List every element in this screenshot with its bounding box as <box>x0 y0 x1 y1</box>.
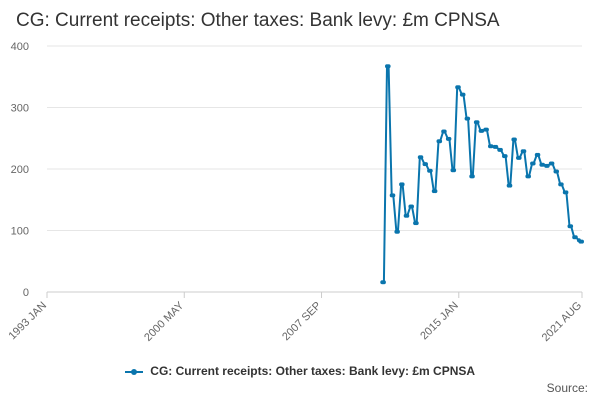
data-point <box>447 136 452 141</box>
series-line <box>382 65 582 284</box>
data-point <box>559 182 564 187</box>
data-point <box>414 221 419 226</box>
data-point <box>494 144 499 149</box>
series-group <box>380 64 584 285</box>
data-point <box>386 64 391 69</box>
legend-swatch <box>124 367 143 377</box>
data-point <box>555 169 559 174</box>
x-tick-label: 2021 AUG <box>540 300 584 344</box>
x-axis: 1993 JAN 2000 MAY 2007 SEP 2015 JAN 2021 AUG <box>6 291 584 344</box>
data-point <box>569 224 574 229</box>
data-point <box>517 155 522 160</box>
source-label: Source: <box>546 381 588 395</box>
data-point <box>452 168 457 173</box>
gridlines <box>47 45 582 293</box>
data-point <box>498 147 503 152</box>
x-tick-label: 2015 JAN <box>418 300 461 343</box>
data-point <box>512 137 517 142</box>
data-point <box>433 189 438 194</box>
data-point <box>470 174 475 179</box>
x-tick-label: 2007 SEP <box>280 300 324 344</box>
data-point <box>428 168 433 173</box>
y-tick-label: 300 <box>11 103 29 115</box>
data-point <box>466 116 471 121</box>
data-point <box>424 162 428 167</box>
data-point <box>550 161 555 166</box>
data-point <box>564 190 569 195</box>
data-point <box>395 229 400 234</box>
data-point <box>541 162 545 167</box>
data-point <box>400 182 405 187</box>
data-point <box>442 129 447 134</box>
y-tick-label: 0 <box>23 287 29 299</box>
data-point <box>381 280 386 285</box>
data-point <box>508 183 513 188</box>
data-point <box>456 85 461 90</box>
y-tick-label: 400 <box>11 41 29 53</box>
data-point <box>419 155 424 160</box>
x-tick-label: 2000 MAY <box>142 299 187 344</box>
data-point <box>461 92 466 97</box>
data-point <box>480 128 485 133</box>
data-point <box>580 239 584 244</box>
y-tick-label: 100 <box>11 226 29 238</box>
data-point <box>391 193 396 198</box>
legend[interactable]: CG: Current receipts: Other taxes: Bank … <box>0 364 600 378</box>
data-point <box>405 213 410 218</box>
x-tick-label: 1993 JAN <box>6 300 49 343</box>
y-axis-ticks: 0 100 200 300 400 <box>11 41 29 299</box>
data-point <box>573 235 578 240</box>
chart-title: CG: Current receipts: Other taxes: Bank … <box>16 10 500 31</box>
data-point <box>475 120 480 125</box>
legend-label: CG: Current receipts: Other taxes: Bank … <box>150 364 476 378</box>
data-point <box>545 163 550 168</box>
data-point <box>484 127 489 132</box>
y-tick-label: 200 <box>11 164 29 176</box>
data-point <box>527 174 531 179</box>
data-point <box>438 139 443 144</box>
data-point <box>536 152 541 157</box>
data-point <box>531 161 536 166</box>
data-point <box>522 149 527 154</box>
data-point <box>489 144 494 149</box>
data-point <box>503 154 508 159</box>
data-point <box>410 204 414 209</box>
